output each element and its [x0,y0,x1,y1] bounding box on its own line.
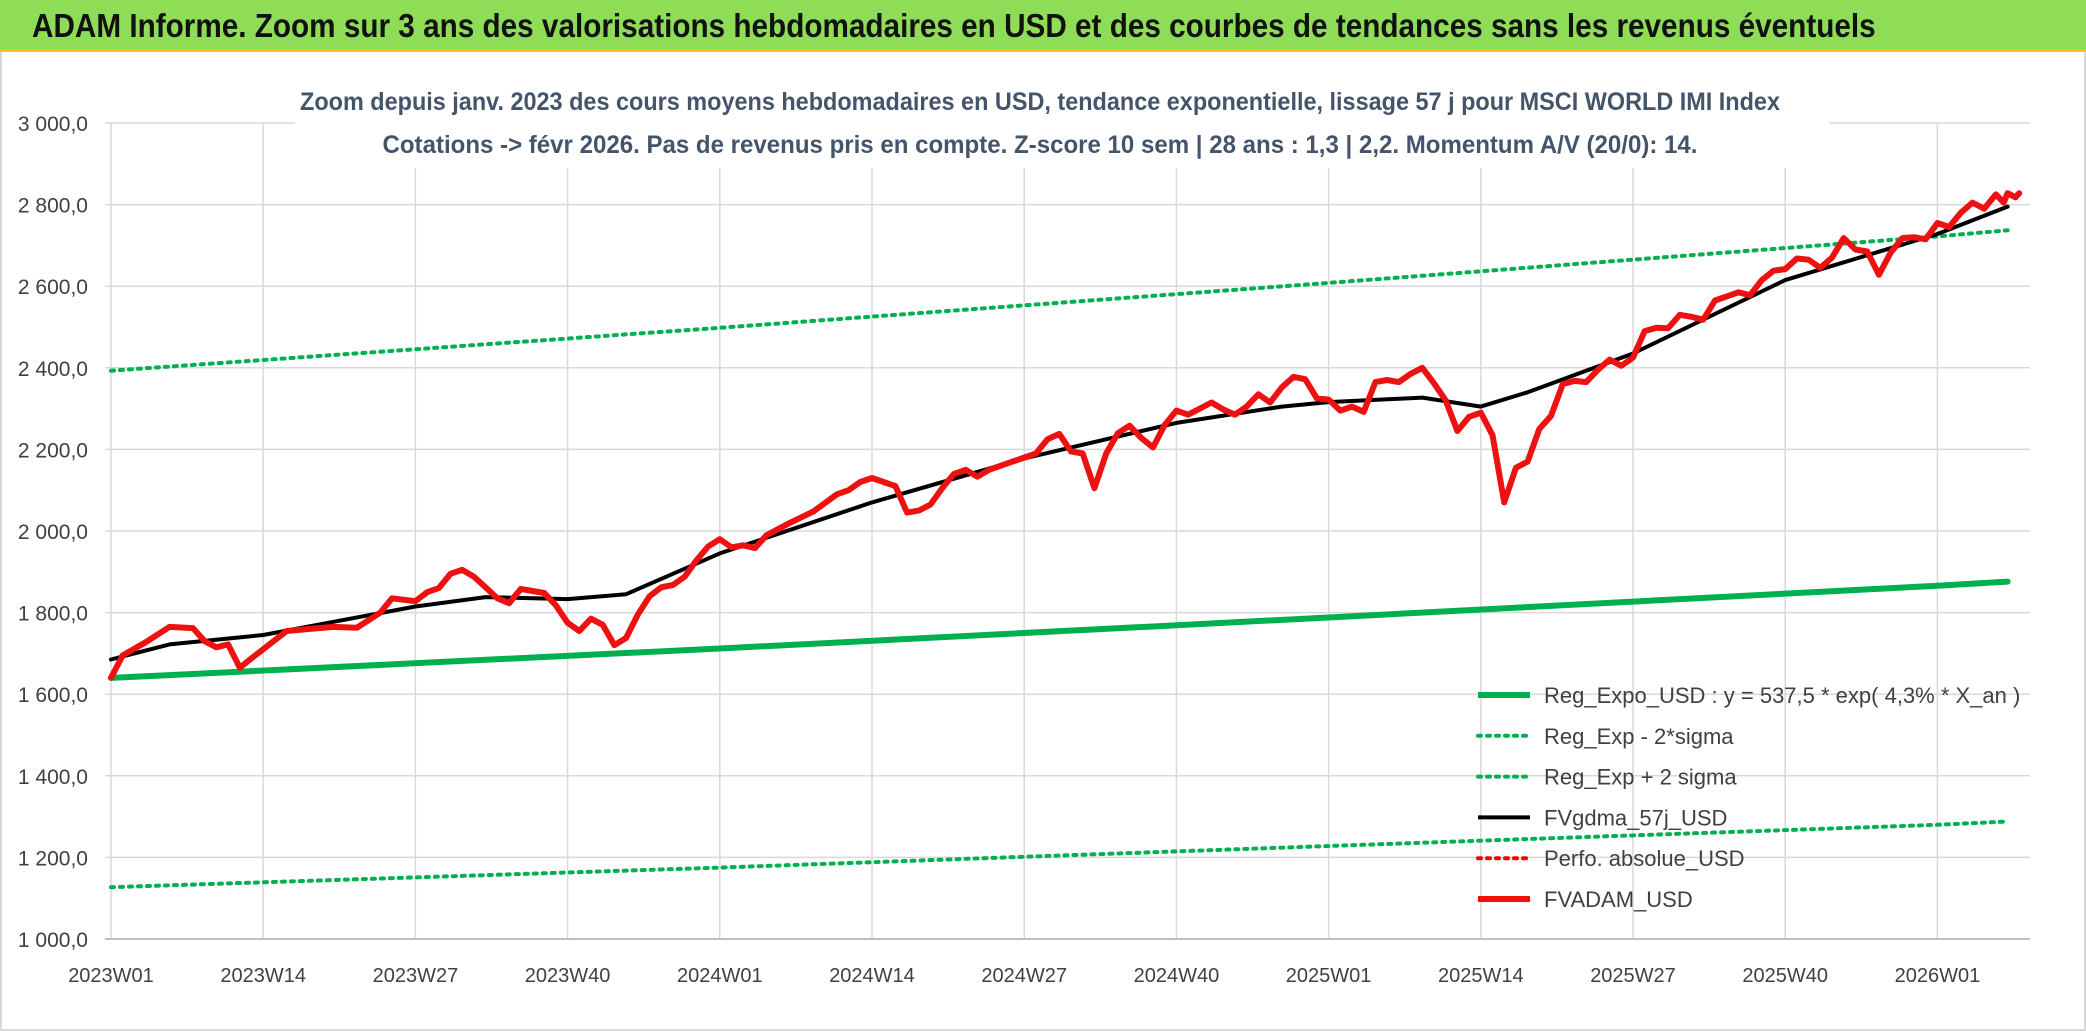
series-line-5 [108,190,2023,681]
x-tick-label: 2024W40 [1134,965,1220,987]
series-line-0 [108,578,2011,681]
x-tick-label: 2023W27 [373,965,459,987]
x-tick-label: 2023W14 [220,965,306,987]
x-tick-label: 2023W01 [68,965,154,987]
y-tick-label: 2 400,0 [18,358,88,381]
chart-title: Zoom depuis janv. 2023 des cours moyens … [300,88,1780,116]
y-tick-label: 1 400,0 [18,766,88,789]
grid [105,122,2030,940]
legend-label-0: Reg_Expo_USD : y = 537,5 * exp( 4,3% * X… [1544,683,2020,708]
y-tick-label: 1 600,0 [18,684,88,707]
legend-label-5: FVADAM_USD [1544,887,1693,912]
x-tick-label: 2026W01 [1895,965,1981,987]
y-tick-label: 2 000,0 [18,521,88,544]
legend: Reg_Expo_USD : y = 537,5 * exp( 4,3% * X… [1476,683,2020,912]
y-tick-label: 1 800,0 [18,603,88,626]
x-tick-label: 2024W01 [677,965,763,987]
legend-label-4: Perfo. absolue_USD [1544,846,1745,871]
title-background [295,80,1830,168]
y-tick-label: 2 800,0 [18,195,88,218]
x-tick-label: 2025W27 [1590,965,1676,987]
axes: 1 000,0 1 200,0 1 400,0 1 600,0 1 800,0 2 000… [18,113,2030,987]
plot-area [108,190,2023,890]
x-tick-label: 2025W01 [1286,965,1372,987]
x-tick-label: 2023W40 [525,965,611,987]
legend-label-2: Reg_Exp + 2 sigma [1544,765,1737,790]
legend-label-3: FVgdma_57j_USD [1544,805,1727,830]
y-tick-label: 1 000,0 [18,929,88,952]
series-line-1 [109,819,2010,890]
y-tick-label: 1 200,0 [18,847,88,870]
legend-label-1: Reg_Exp - 2*sigma [1544,724,1734,749]
y-tick-label: 2 600,0 [18,276,88,299]
series-line-2 [109,228,2010,373]
banner: ADAM Informe. Zoom sur 3 ans des valoris… [0,0,2086,52]
x-tick-label: 2024W14 [829,965,915,987]
x-tick-label: 2024W27 [981,965,1067,987]
banner-title: ADAM Informe. Zoom sur 3 ans des valoris… [32,7,1876,44]
x-tick-label: 2025W14 [1438,965,1524,987]
chart-subtitle: Cotations -> févr 2026. Pas de revenus p… [383,131,1698,159]
y-tick-label: 3 000,0 [18,113,88,136]
chart-title-area: Zoom depuis janv. 2023 des cours moyens … [295,80,1830,168]
y-tick-label: 2 200,0 [18,439,88,462]
x-tick-label: 2025W40 [1742,965,1828,987]
